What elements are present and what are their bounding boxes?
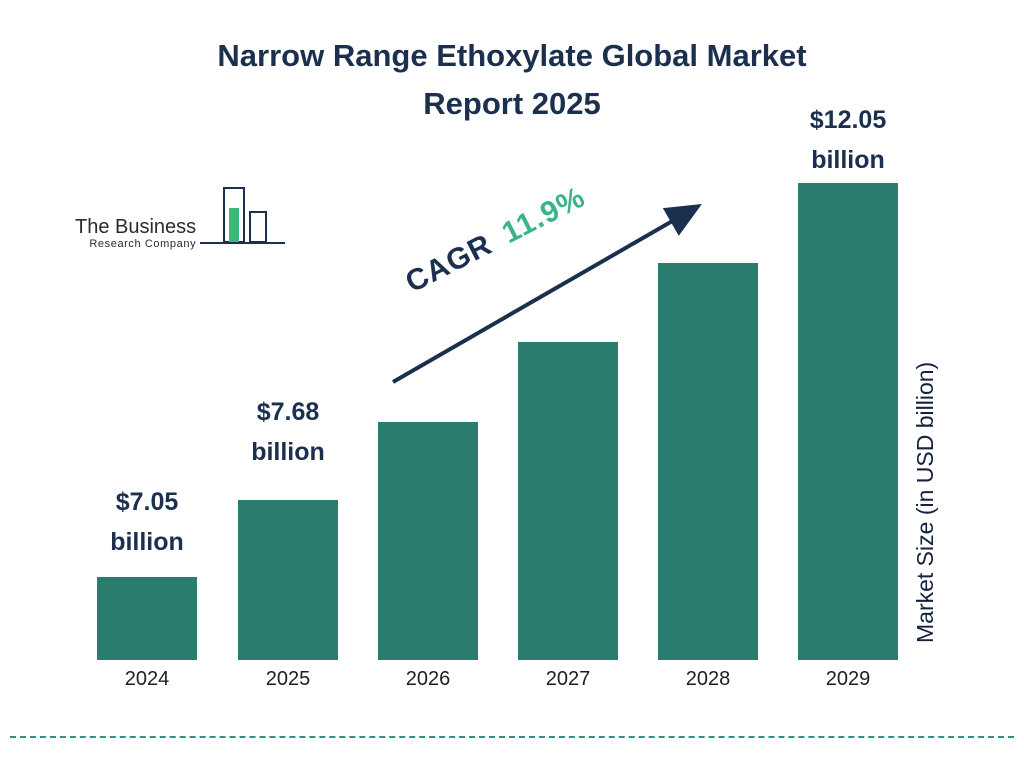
value-amount: $12.05 — [809, 106, 887, 134]
bar-2027 — [518, 342, 618, 660]
title-line-1: Narrow Range Ethoxylate Global Market — [217, 38, 807, 73]
value-amount: $7.05 — [115, 488, 179, 516]
bar-2029 — [798, 183, 898, 660]
bar-2026 — [378, 422, 478, 660]
bar-2028 — [658, 263, 758, 660]
logo-bar-chart-icon — [200, 186, 286, 253]
bar-2025 — [238, 500, 338, 660]
x-tick-2026: 2026 — [405, 668, 451, 690]
company-logo: The Business Research Company — [75, 186, 286, 253]
logo-text: The Business Research Company — [75, 216, 196, 253]
logo-subname: Research Company — [89, 238, 197, 250]
logo-name: The Business — [75, 216, 197, 238]
bar-2024 — [97, 577, 197, 660]
value-unit: billion — [811, 146, 885, 174]
x-tick-2024: 2024 — [124, 668, 170, 690]
trend-arrow-icon — [392, 204, 702, 384]
value-unit: billion — [251, 438, 325, 466]
value-label-2029: $12.05 billion — [773, 100, 923, 180]
value-unit: billion — [110, 528, 184, 556]
x-tick-2027: 2027 — [545, 668, 591, 690]
page-title: Narrow Range Ethoxylate Global Market Re… — [0, 32, 1024, 128]
title-line-2: Report 2025 — [423, 86, 601, 122]
x-tick-2029: 2029 — [825, 668, 871, 690]
dashed-divider — [10, 736, 1014, 738]
value-label-2024: $7.05 billion — [72, 482, 222, 562]
value-label-2025: $7.68 billion — [213, 392, 363, 472]
value-amount: $7.68 — [256, 398, 320, 426]
y-axis-label: Market Size (in USD billion) — [912, 361, 938, 644]
x-tick-2028: 2028 — [685, 668, 731, 690]
x-tick-2025: 2025 — [265, 668, 311, 690]
